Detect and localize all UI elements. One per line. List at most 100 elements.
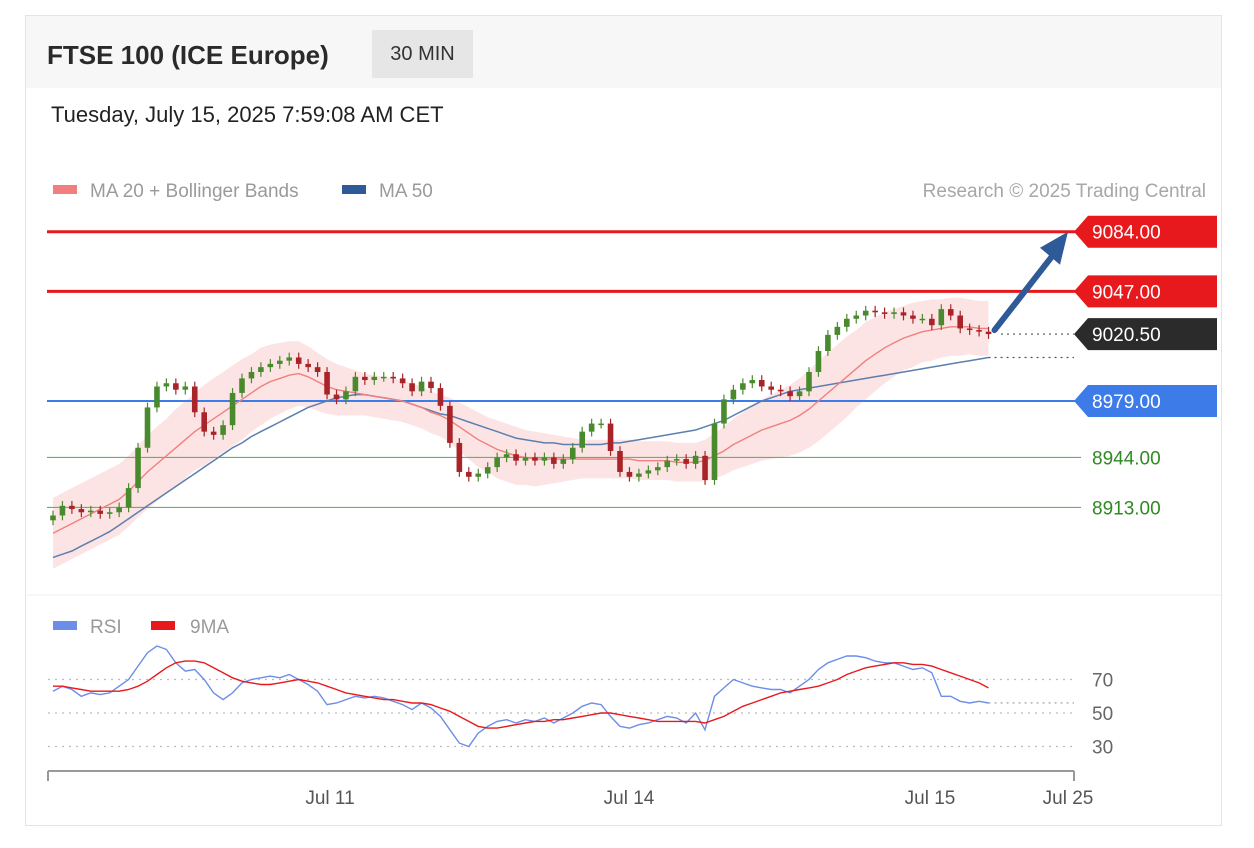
rsi-y-tick-label: 50 — [1092, 704, 1113, 725]
candle-body — [144, 407, 151, 448]
x-axis: Jul 11 Jul 14 Jul 15 Jul 25 — [47, 770, 1094, 809]
candle-body — [277, 360, 283, 364]
candle-body — [418, 381, 425, 392]
candle-body — [362, 376, 368, 381]
candle-body — [976, 330, 982, 332]
candle-body — [333, 394, 340, 400]
candle-body — [59, 505, 66, 516]
candle-body — [295, 357, 302, 364]
candle-body — [154, 386, 160, 408]
candle-body — [78, 509, 85, 513]
candle-body — [125, 488, 132, 508]
candle-body — [664, 460, 671, 468]
candle-body — [532, 457, 538, 461]
candle-body — [655, 467, 661, 471]
candle-body — [88, 510, 94, 513]
price-chart: MA 20 + Bollinger Bands MA 50 Research ©… — [26, 181, 1223, 809]
candle-body — [447, 405, 453, 443]
candle-body — [437, 388, 444, 406]
candle-body — [815, 351, 822, 372]
rsi-ma-legend-label: 9MA — [190, 617, 229, 638]
candle-body — [985, 331, 992, 335]
candle-body — [768, 386, 774, 390]
candle-body — [626, 471, 633, 477]
candle-body — [248, 371, 255, 379]
bollinger-band — [53, 297, 989, 569]
candle-body — [352, 376, 359, 392]
candle-body — [371, 376, 378, 381]
candle-body — [380, 376, 387, 379]
candle-body — [135, 447, 141, 489]
rsi-y-tick-label: 70 — [1092, 671, 1113, 692]
candle-body — [494, 457, 500, 468]
candle-body — [551, 457, 557, 464]
ma20-line — [52, 326, 989, 534]
candle-body — [343, 391, 349, 400]
candle-body — [617, 450, 623, 472]
candle-body — [267, 363, 274, 368]
last-level-label: 9020.50 — [1092, 325, 1161, 346]
research-credit: Research © 2025 Trading Central — [923, 181, 1206, 202]
candle-body — [239, 378, 245, 393]
rsi-line — [52, 645, 989, 748]
candle-body — [560, 459, 567, 464]
candle-body — [881, 312, 888, 314]
candle-body — [947, 309, 954, 316]
candle-body — [721, 399, 727, 424]
candle-body — [787, 391, 793, 397]
rsi-ma-line — [53, 660, 989, 729]
candle-body — [966, 328, 973, 331]
ma20-legend-label: MA 20 + Bollinger Bands — [90, 181, 299, 202]
ma20-legend-swatch — [53, 185, 77, 194]
rsi-ma-legend-swatch — [151, 621, 175, 630]
candle-body — [777, 389, 784, 392]
candle-body — [872, 310, 878, 313]
candle-body — [740, 383, 746, 390]
candle-body — [569, 447, 576, 460]
candle-body — [503, 454, 510, 458]
candle-body — [749, 380, 756, 384]
ma50-legend-swatch — [342, 185, 366, 194]
rsi-y-tick-label: 30 — [1092, 738, 1113, 759]
resistance-level-tag — [1074, 275, 1217, 308]
candle-body — [210, 431, 217, 435]
ma50-line — [52, 356, 989, 559]
resistance-level-label: 9047.00 — [1092, 282, 1161, 303]
candle-body — [702, 455, 708, 481]
candle-body — [588, 423, 595, 432]
candle-body — [758, 380, 765, 387]
candle-body — [182, 386, 189, 390]
rsi-legend-swatch — [53, 621, 77, 630]
rsi-legend: RSI 9MA — [53, 617, 229, 638]
rsi-legend-label: RSI — [90, 617, 122, 638]
support-level-label: 8944.00 — [1092, 448, 1161, 469]
candle-body — [645, 470, 652, 474]
candle-body — [579, 431, 585, 448]
timeframe-button[interactable]: 30 MIN — [372, 30, 473, 78]
candle-body — [466, 471, 472, 477]
candle-body — [220, 425, 226, 435]
candle-body — [957, 315, 963, 329]
support-level-label: 8913.00 — [1092, 498, 1161, 519]
candle-body — [891, 312, 897, 314]
candle-body — [844, 318, 850, 327]
timestamp: Tuesday, July 15, 2025 7:59:08 AM CET — [51, 102, 444, 127]
candle-body — [900, 312, 907, 316]
candle-body — [106, 512, 113, 514]
candle-body — [834, 326, 841, 335]
candle-body — [50, 515, 56, 521]
x-tick-label: Jul 11 — [305, 788, 354, 809]
ma50-legend-label: MA 50 — [379, 181, 433, 202]
price-legend: MA 20 + Bollinger Bands MA 50 Research ©… — [53, 181, 1206, 202]
candle-body — [825, 334, 831, 352]
candle-body — [806, 371, 812, 392]
candle-body — [456, 442, 463, 472]
candle-body — [69, 505, 75, 510]
candle-body — [673, 459, 680, 461]
x-tick-label: Jul 25 — [1043, 788, 1094, 809]
candle-body — [399, 378, 406, 384]
forecast-arrow-shaft — [991, 245, 1061, 334]
resistance-level-label: 9084.00 — [1092, 223, 1161, 244]
candle-body — [711, 423, 718, 481]
candle-body — [853, 315, 860, 319]
